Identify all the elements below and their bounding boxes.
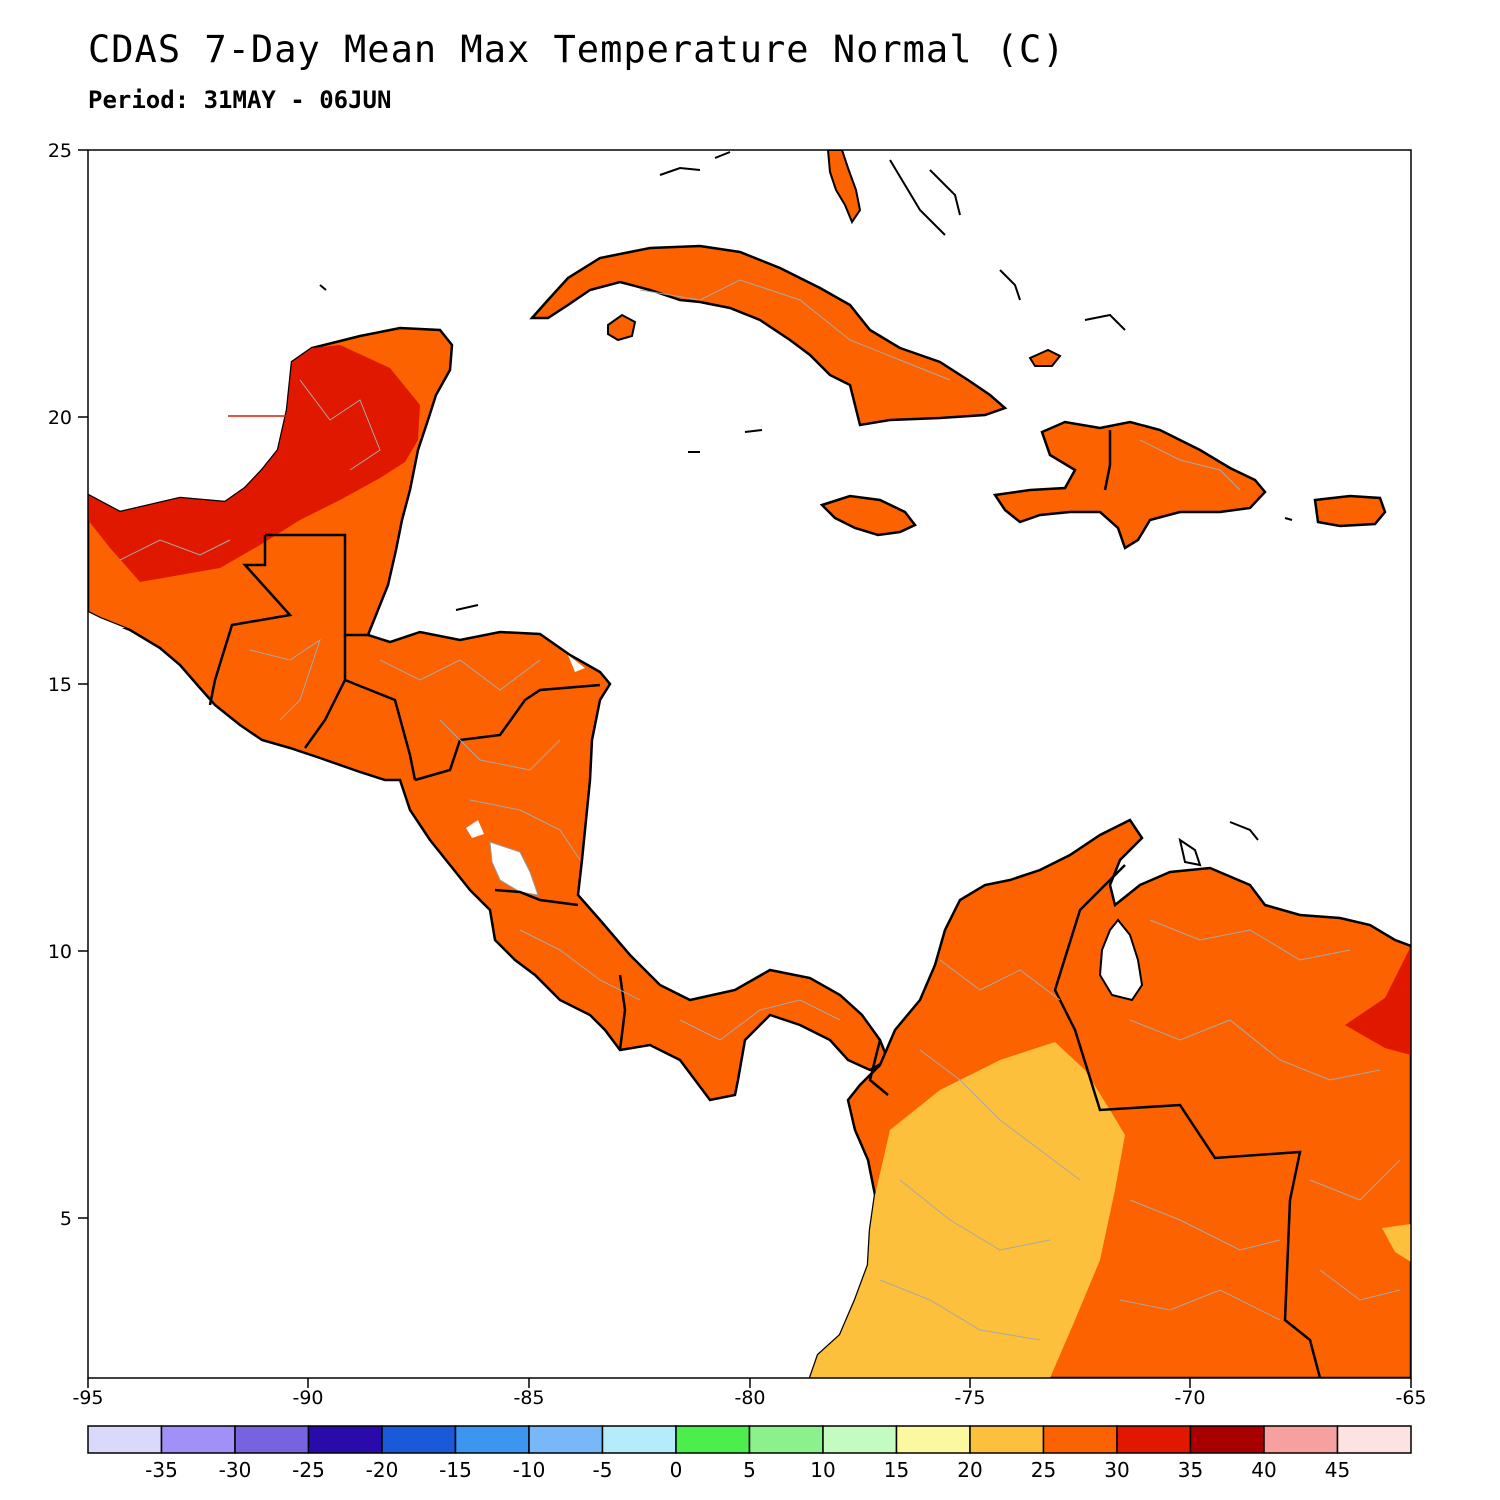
contour-30-35-yucatan [88,345,420,582]
colorbar-label: -25 [292,1458,325,1482]
land-isle-of-youth [607,313,637,342]
land-florida [826,150,862,225]
land-puerto-rico [1313,494,1387,528]
y-tick-label: 20 [48,407,72,429]
colorbar-label: 15 [884,1458,909,1482]
ocean-notch [88,612,125,628]
colorbar-label: 5 [743,1458,756,1482]
colorbar-label: 40 [1251,1458,1276,1482]
colorbar-label: 20 [957,1458,982,1482]
colorbar-swatch [748,1425,824,1454]
x-tick-label: -85 [513,1387,544,1409]
land-hispaniola [992,420,1267,550]
x-tick-label: -75 [954,1387,985,1409]
colorbar-label: -35 [145,1458,178,1482]
map-title: CDAS 7-Day Mean Max Temperature Normal (… [88,28,1066,71]
colorbar-label: 45 [1325,1458,1350,1482]
x-tick-label: -90 [292,1387,323,1409]
colorbar-swatch [87,1425,163,1454]
small-islands [319,151,1293,867]
x-tick-label: -70 [1174,1387,1205,1409]
map-land [88,150,1411,1378]
colorbar-swatch [601,1425,677,1454]
colorbar-swatch [528,1425,604,1454]
colorbar-label: -10 [513,1458,546,1482]
colorbar-swatch [1189,1425,1265,1454]
land-bahamas [1028,348,1062,367]
x-tick-label: -95 [72,1387,103,1409]
colorbar-label: 30 [1104,1458,1129,1482]
x-tick-label: -80 [734,1387,765,1409]
colorbar-label: 10 [810,1458,835,1482]
colorbar-label: -5 [593,1458,613,1482]
colorbar-label: 25 [1031,1458,1056,1482]
x-tick-label: -65 [1395,1387,1426,1409]
colorbar-labels: -35 -30 -25 -20 -15 -10 -5 0 5 10 15 20 25 30 35 40 45 [145,1458,1350,1482]
colorbar-swatch [1263,1425,1339,1454]
contour-30-35-venezuela [1345,946,1411,1055]
country-borders [208,430,1322,1378]
colorbar-swatch [675,1425,751,1454]
land-cuba [529,244,1008,427]
lake-managua [466,820,484,838]
colorbar-swatch [160,1425,236,1454]
axis-tick-marks [78,149,1412,1388]
colorbar-swatch [234,1425,310,1454]
y-tick-label: 15 [48,674,72,696]
y-tick-label: 10 [48,941,72,963]
colorbar [87,1425,1412,1454]
colorbar-swatch [969,1425,1045,1454]
colorbar-label: 35 [1178,1458,1203,1482]
colorbar-label: 0 [670,1458,683,1482]
colorbar-swatch [895,1425,971,1454]
land-jamaica [819,494,917,537]
lake-maracaibo [1098,918,1144,1002]
map-period: Period: 31MAY - 06JUN [88,86,392,114]
colorbar-swatch [1336,1425,1412,1454]
y-tick-label: 25 [48,140,72,162]
y-tick-label: 5 [60,1208,72,1230]
colorbar-label: -30 [219,1458,252,1482]
colorbar-swatch [381,1425,457,1454]
contour-20-25-andes [810,1042,1125,1378]
colorbar-label: -20 [366,1458,399,1482]
colorbar-swatch [1116,1425,1192,1454]
ocean-notch-2 [568,655,585,672]
lake-nicaragua [489,841,539,896]
contour-20-25-east [1382,1224,1411,1262]
colorbar-swatch [307,1425,383,1454]
admin-boundaries [119,279,1401,1341]
colorbar-label: -15 [439,1458,472,1482]
colorbar-swatch [822,1425,898,1454]
colorbar-swatch [454,1425,530,1454]
colorbar-swatch [1042,1425,1118,1454]
